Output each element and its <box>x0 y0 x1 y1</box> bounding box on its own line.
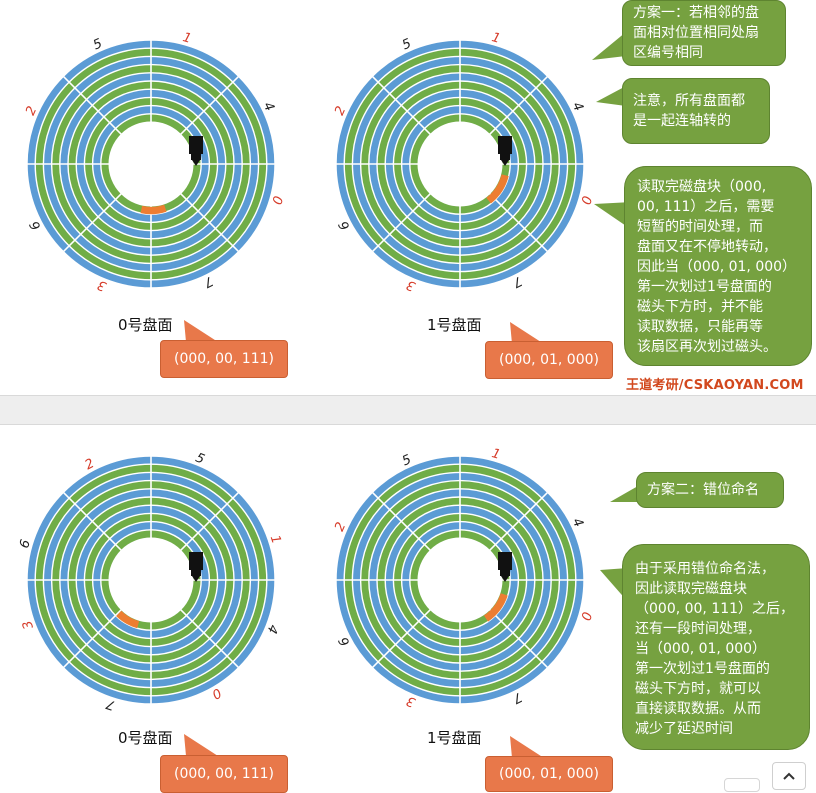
disk-label-top-0: 0号盘面 <box>118 316 173 334</box>
chevron-up-icon <box>783 772 795 780</box>
sector-divider-line <box>62 609 122 669</box>
sector-number-label-2: 2 <box>332 520 349 534</box>
highlighted-sector-0 <box>486 174 509 204</box>
slide-divider <box>0 395 816 425</box>
disk-label-bottom-0: 0号盘面 <box>118 729 173 747</box>
address-callout-pointer <box>510 322 544 344</box>
sector-divider-line <box>489 193 549 253</box>
address-callout-pointer <box>510 736 544 758</box>
sector-divider-line <box>371 75 431 135</box>
sector-number-label-1: 1 <box>181 30 193 47</box>
sector-number-label-5: 5 <box>400 36 414 53</box>
address-callout-top-1: (000, 01, 000) <box>485 341 613 379</box>
note-callout-pointer <box>592 32 626 60</box>
note-read-delay: 读取完磁盘块（000, 00, 111）之后，需要 短暂的时间处理，而 盘面又在… <box>624 166 812 366</box>
sector-divider-line <box>180 193 240 253</box>
sector-divider-line <box>62 75 122 135</box>
sector-divider-line <box>180 609 240 669</box>
sector-divider-line <box>62 491 122 551</box>
disk-label-top-1: 1号盘面 <box>427 316 482 334</box>
sector-number-label-5: 5 <box>400 452 414 469</box>
sector-number-label-1: 1 <box>490 30 502 47</box>
sector-divider-line <box>180 75 240 135</box>
sector-divider-line <box>62 193 122 253</box>
address-callout-top-0: (000, 00, 111) <box>160 340 288 378</box>
address-callout-pointer <box>184 320 218 342</box>
sector-divider-line <box>371 193 431 253</box>
sector-number-label-0: 0 <box>268 194 285 206</box>
scroll-to-top-button[interactable] <box>772 762 806 790</box>
disk-label-bottom-1: 1号盘面 <box>427 729 482 747</box>
note-attention: 注意，所有盘面都 是一起连轴转的 <box>622 78 770 144</box>
sector-divider-line <box>371 491 431 551</box>
sector-number-label-0: 0 <box>577 194 594 206</box>
sector-number-label-5: 5 <box>193 450 206 467</box>
sector-number-label-6: 6 <box>17 538 34 550</box>
sector-divider-line <box>489 491 549 551</box>
sector-number-label-1: 1 <box>490 446 502 463</box>
note-callout-pointer <box>610 486 638 502</box>
spindle-hole <box>108 537 194 623</box>
read-write-head-icon <box>498 136 512 166</box>
sector-divider-line <box>371 609 431 669</box>
address-callout-bottom-1: (000, 01, 000) <box>485 756 613 792</box>
read-write-head-icon <box>498 552 512 582</box>
sector-divider-line <box>180 491 240 551</box>
highlighted-sector-7 <box>140 204 167 215</box>
highlighted-sector-7 <box>116 610 140 629</box>
sector-number-label-2: 2 <box>23 104 40 118</box>
note-callout-pointer <box>600 568 628 602</box>
note-callout-pointer <box>596 86 626 106</box>
sector-number-label-5: 5 <box>91 36 105 53</box>
read-write-head-icon <box>189 136 203 166</box>
brand-watermark: 王道考研/CSKAOYAN.COM <box>626 378 804 393</box>
address-callout-bottom-0: (000, 00, 111) <box>160 755 288 793</box>
address-callout-pointer <box>184 734 218 756</box>
sector-divider-line <box>489 75 549 135</box>
note-staggered: 由于采用错位命名法， 因此读取完磁盘块 （000, 00, 111）之后， 还有… <box>622 544 810 750</box>
sector-number-label-2: 2 <box>332 104 349 118</box>
note-scheme-two: 方案二：错位命名 <box>636 472 784 508</box>
spindle-hole <box>417 537 503 623</box>
highlighted-sector-0 <box>483 593 508 622</box>
spindle-hole <box>108 121 194 207</box>
sector-number-label-0: 0 <box>577 610 594 622</box>
sector-divider-line <box>489 609 549 669</box>
note-callout-pointer <box>594 202 632 230</box>
spindle-hole <box>417 121 503 207</box>
read-write-head-icon <box>189 552 203 582</box>
note-scheme-one: 方案一：若相邻的盘 面相对位置相同处扇 区编号相同 <box>622 0 786 66</box>
